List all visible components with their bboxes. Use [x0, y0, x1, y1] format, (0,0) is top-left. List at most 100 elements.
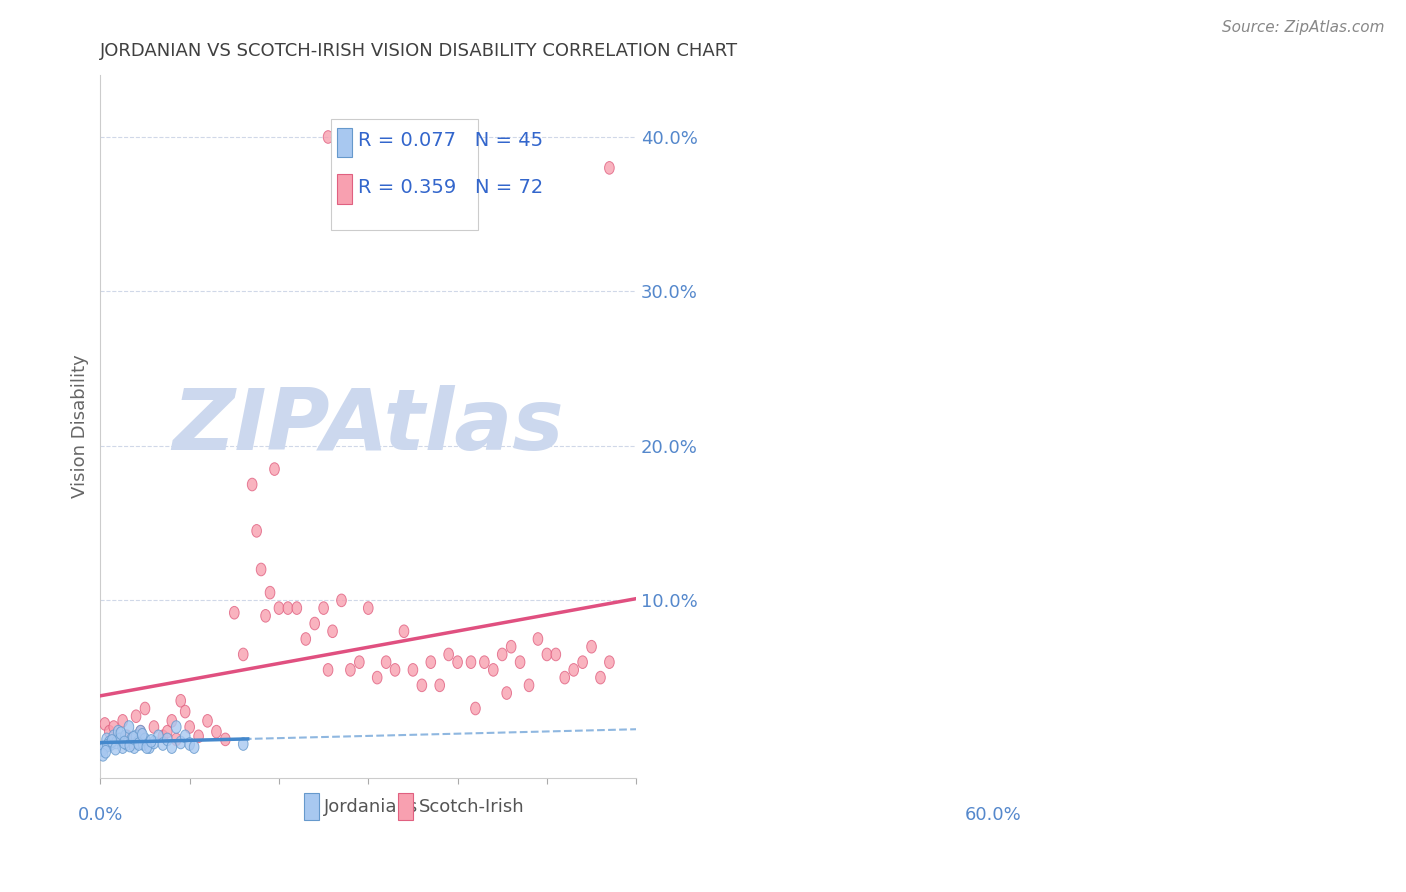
- Ellipse shape: [134, 738, 143, 750]
- Ellipse shape: [117, 727, 125, 739]
- Ellipse shape: [163, 733, 172, 746]
- Ellipse shape: [108, 730, 118, 743]
- Ellipse shape: [149, 721, 159, 733]
- Ellipse shape: [176, 695, 186, 707]
- Ellipse shape: [498, 648, 508, 661]
- Ellipse shape: [138, 729, 148, 741]
- Ellipse shape: [506, 640, 516, 653]
- Ellipse shape: [578, 656, 588, 668]
- Text: 0.0%: 0.0%: [77, 806, 124, 824]
- Ellipse shape: [533, 632, 543, 645]
- Ellipse shape: [266, 586, 274, 599]
- Ellipse shape: [444, 648, 454, 661]
- Ellipse shape: [260, 609, 270, 622]
- Ellipse shape: [122, 738, 132, 750]
- Ellipse shape: [346, 664, 356, 676]
- Ellipse shape: [274, 602, 284, 615]
- Ellipse shape: [328, 625, 337, 638]
- FancyBboxPatch shape: [330, 119, 478, 230]
- Ellipse shape: [146, 735, 156, 747]
- Ellipse shape: [283, 602, 292, 615]
- Ellipse shape: [157, 738, 167, 750]
- Text: R = 0.077   N = 45: R = 0.077 N = 45: [357, 131, 543, 150]
- Ellipse shape: [122, 730, 132, 743]
- Ellipse shape: [301, 632, 311, 645]
- Text: ZIPAtlas: ZIPAtlas: [173, 385, 564, 468]
- Ellipse shape: [270, 463, 280, 475]
- Ellipse shape: [471, 702, 481, 714]
- Ellipse shape: [104, 725, 114, 738]
- Y-axis label: Vision Disability: Vision Disability: [72, 355, 89, 499]
- Ellipse shape: [212, 725, 221, 738]
- Ellipse shape: [239, 648, 247, 661]
- Ellipse shape: [104, 736, 114, 748]
- Ellipse shape: [127, 736, 136, 748]
- Ellipse shape: [107, 738, 115, 750]
- Ellipse shape: [309, 617, 319, 630]
- Ellipse shape: [100, 740, 110, 754]
- Ellipse shape: [239, 738, 247, 750]
- Ellipse shape: [100, 718, 110, 731]
- Ellipse shape: [142, 740, 152, 754]
- Ellipse shape: [108, 721, 118, 733]
- Ellipse shape: [107, 735, 117, 747]
- Ellipse shape: [114, 733, 124, 746]
- Ellipse shape: [118, 740, 128, 754]
- Ellipse shape: [163, 725, 172, 738]
- Ellipse shape: [194, 730, 204, 743]
- Ellipse shape: [605, 656, 614, 668]
- Ellipse shape: [149, 736, 159, 748]
- Ellipse shape: [586, 640, 596, 653]
- Ellipse shape: [176, 736, 186, 748]
- Ellipse shape: [103, 739, 112, 752]
- Ellipse shape: [138, 738, 148, 750]
- Text: R = 0.359   N = 72: R = 0.359 N = 72: [357, 178, 543, 197]
- Ellipse shape: [153, 730, 163, 743]
- Text: Jordanians: Jordanians: [325, 797, 419, 816]
- Ellipse shape: [605, 161, 614, 174]
- Ellipse shape: [323, 664, 333, 676]
- Ellipse shape: [426, 656, 436, 668]
- Ellipse shape: [134, 736, 142, 748]
- Ellipse shape: [124, 721, 134, 733]
- FancyBboxPatch shape: [304, 794, 319, 820]
- Ellipse shape: [184, 721, 194, 733]
- Ellipse shape: [101, 746, 111, 758]
- Ellipse shape: [111, 742, 121, 755]
- Ellipse shape: [381, 656, 391, 668]
- Ellipse shape: [131, 730, 141, 743]
- Ellipse shape: [292, 602, 302, 615]
- Ellipse shape: [167, 714, 177, 727]
- FancyBboxPatch shape: [398, 794, 413, 820]
- Text: 60.0%: 60.0%: [965, 806, 1022, 824]
- Ellipse shape: [323, 130, 333, 144]
- Ellipse shape: [252, 524, 262, 537]
- Ellipse shape: [596, 672, 606, 684]
- Ellipse shape: [408, 664, 418, 676]
- Ellipse shape: [111, 736, 121, 748]
- Ellipse shape: [543, 648, 551, 661]
- Ellipse shape: [97, 744, 107, 756]
- FancyBboxPatch shape: [337, 174, 352, 203]
- Ellipse shape: [434, 679, 444, 691]
- Ellipse shape: [256, 563, 266, 576]
- Ellipse shape: [157, 730, 167, 743]
- Ellipse shape: [136, 725, 145, 738]
- Ellipse shape: [180, 706, 190, 718]
- Text: Scotch-Irish: Scotch-Irish: [419, 797, 524, 816]
- Ellipse shape: [129, 740, 139, 754]
- Ellipse shape: [418, 679, 426, 691]
- Ellipse shape: [145, 740, 155, 754]
- Ellipse shape: [524, 679, 534, 691]
- Ellipse shape: [167, 740, 177, 754]
- Ellipse shape: [190, 740, 198, 754]
- FancyBboxPatch shape: [337, 128, 352, 157]
- Ellipse shape: [115, 733, 125, 746]
- Ellipse shape: [184, 738, 194, 750]
- Ellipse shape: [453, 656, 463, 668]
- Ellipse shape: [247, 478, 257, 491]
- Ellipse shape: [354, 656, 364, 668]
- Ellipse shape: [121, 730, 131, 743]
- Ellipse shape: [114, 725, 124, 738]
- Ellipse shape: [515, 656, 524, 668]
